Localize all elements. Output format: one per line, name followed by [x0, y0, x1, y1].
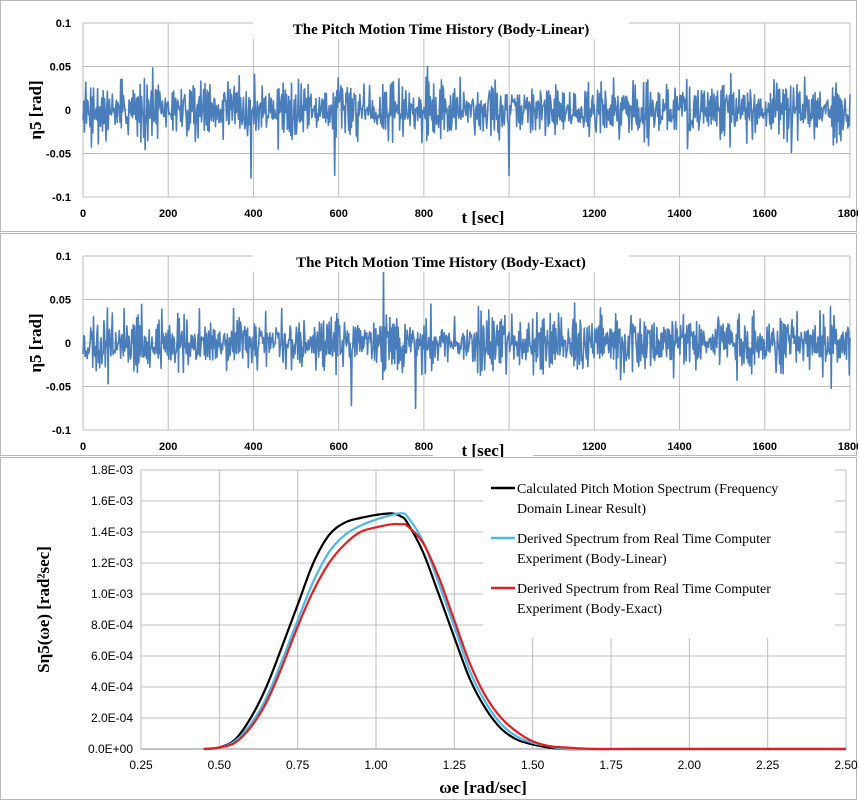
axis-label-background	[433, 440, 533, 457]
y-tick-label: 4.0E-04	[91, 680, 133, 694]
legend-entry-text: Experiment (Body-Exact)	[517, 602, 662, 617]
legend-entry-text: Calculated Pitch Motion Spectrum (Freque…	[517, 482, 778, 497]
x-tick-label: 2.25	[756, 758, 780, 772]
x-tick-label: 1800	[838, 208, 858, 220]
y-tick-label: 1.6E-03	[91, 494, 133, 508]
y-tick-label: -0.05	[46, 382, 71, 394]
x-tick-label: 1.50	[521, 758, 545, 772]
x-tick-label: 800	[415, 208, 433, 220]
pitch-time-history-linear-panel: 0.10.050-0.05-0.102004006008001000120014…	[0, 0, 858, 232]
x-axis-label: t [sec]	[462, 208, 505, 227]
x-tick-label: 0.25	[129, 758, 153, 772]
legend-entry-text: Domain Linear Result)	[517, 502, 646, 517]
y-tick-label: 1.4E-03	[91, 525, 133, 539]
x-tick-label: 1400	[667, 208, 691, 220]
pitch-signal-line	[82, 65, 851, 179]
x-tick-label: 2.00	[678, 758, 702, 772]
y-tick-label: 6.0E-04	[91, 649, 133, 663]
y-tick-label: -0.1	[52, 425, 71, 437]
y-axis-label: η5 [rad]	[26, 313, 45, 372]
y-axis-label: η5 [rad]	[26, 80, 45, 139]
y-tick-label: 0.0E+00	[88, 742, 133, 756]
x-tick-label: 2.50	[834, 758, 858, 772]
time-history-exact-chart: 0.10.050-0.05-0.102004006008001000120014…	[26, 251, 858, 457]
axis-label-background	[433, 207, 533, 227]
y-tick-label: 8.0E-04	[91, 618, 133, 632]
y-tick-label: 2.0E-04	[91, 711, 133, 725]
title-background	[253, 254, 629, 272]
pitch-spectrum-panel: 1.8E-03 1.6E-03 1.4E-03 1.2E-03 1.0E-03 8.0E-…	[0, 457, 858, 800]
spectrum-series-line-1	[203, 512, 846, 751]
pitch-time-history-exact-panel: 0.10.050-0.05-0.102004006008001000120014…	[0, 233, 858, 457]
pitch-signal-line	[82, 270, 851, 410]
x-tick-label: 1600	[753, 441, 777, 453]
y-tick-label: 0.1	[56, 18, 71, 30]
y-tick-label: 0.05	[50, 295, 71, 307]
legend-entry-text: Derived Spectrum from Real Time Computer	[517, 582, 771, 597]
x-tick-label: 1.25	[443, 758, 467, 772]
x-tick-label: 0	[80, 441, 86, 453]
legend-entry-text: Derived Spectrum from Real Time Computer	[517, 532, 771, 547]
x-tick-label: 0	[80, 208, 86, 220]
legend-entry-text: Experiment (Body-Linear)	[517, 552, 667, 567]
time-history-linear-chart: 0.10.050-0.05-0.102004006008001000120014…	[26, 18, 858, 227]
x-tick-label: 1800	[838, 441, 858, 453]
x-tick-label: 1.75	[599, 758, 623, 772]
x-tick-label: 0.50	[208, 758, 232, 772]
chart-title: The Pitch Motion Time History (Body-Line…	[293, 22, 590, 38]
y-tick-label: -0.05	[46, 149, 71, 161]
x-tick-label: 200	[159, 441, 177, 453]
x-tick-label: 0.75	[286, 758, 310, 772]
x-tick-label: 200	[159, 208, 177, 220]
x-tick-label: 600	[329, 441, 347, 453]
x-axis-label: ωe [rad/sec]	[439, 778, 526, 797]
x-tick-label: 400	[244, 441, 262, 453]
spectrum-series-line-2	[203, 522, 846, 751]
y-tick-label: 0.05	[50, 62, 71, 74]
y-tick-label: 0.1	[56, 251, 71, 263]
y-tick-label: 1.8E-03	[91, 463, 133, 477]
title-background	[253, 21, 629, 39]
x-tick-label: 800	[415, 441, 433, 453]
y-tick-label: 1.2E-03	[91, 556, 133, 570]
x-tick-label: 1200	[582, 441, 606, 453]
x-tick-label: 1400	[667, 441, 691, 453]
chart-title: The Pitch Motion Time History (Body-Exac…	[296, 255, 586, 271]
y-axis-label: Sη5(ωe) [rad²sec]	[34, 546, 53, 673]
y-tick-label: -0.1	[52, 192, 71, 204]
x-tick-label: 600	[329, 208, 347, 220]
x-axis-label: t [sec]	[462, 441, 505, 457]
x-tick-label: 1200	[582, 208, 606, 220]
y-tick-label: 0	[65, 105, 71, 117]
y-tick-label: 1.0E-03	[91, 587, 133, 601]
spectrum-chart: 1.8E-03 1.6E-03 1.4E-03 1.2E-03 1.0E-03 8.0E-…	[34, 463, 858, 797]
x-tick-label: 400	[244, 208, 262, 220]
y-tick-label: 0	[65, 338, 71, 350]
legend-background	[483, 468, 835, 638]
x-tick-label: 1.00	[364, 758, 388, 772]
x-tick-label: 1600	[753, 208, 777, 220]
